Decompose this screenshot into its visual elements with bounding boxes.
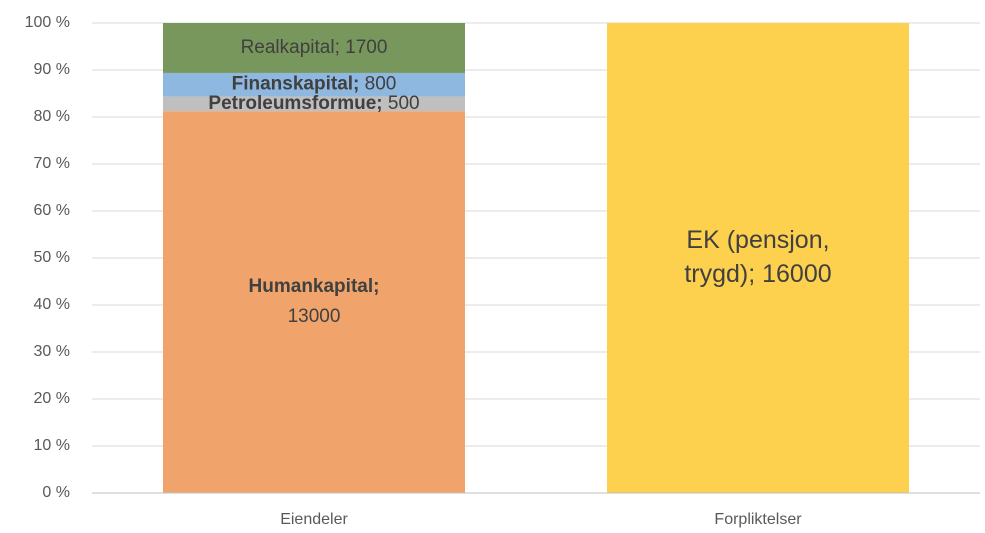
data-label: EK (pensjon, trygd); 16000 [684, 226, 831, 288]
bar-segment [163, 96, 465, 112]
bar-segment [163, 111, 465, 493]
label-part: trygd); 16000 [684, 260, 831, 288]
label-part: Humankapital; [249, 276, 380, 297]
bar-segment [163, 72, 465, 97]
bar-segment [163, 23, 465, 73]
data-label: Realkapital; 1700 [241, 37, 388, 58]
y-tick-label: 90 % [34, 61, 70, 78]
label-part: EK (pensjon, [686, 226, 829, 254]
y-tick-label: 30 % [34, 343, 70, 360]
y-tick-label: 40 % [34, 296, 70, 313]
label-part: Petroleumsformue; [208, 93, 382, 114]
y-tick-label: 80 % [34, 108, 70, 125]
data-label: Petroleumsformue; 500 [208, 93, 419, 114]
data-label: Finanskapital; 800 [232, 74, 397, 95]
y-tick-label: 10 % [34, 437, 70, 454]
label-part: Finanskapital; [232, 74, 360, 95]
label-part: 800 [359, 74, 396, 95]
data-label: Humankapital; 13000 [249, 276, 380, 327]
y-tick-label: 20 % [34, 390, 70, 407]
y-tick-label: 100 % [25, 14, 70, 31]
x-tick-label: Forpliktelser [714, 511, 802, 528]
label-part: 13000 [288, 306, 341, 327]
label-part: 500 [383, 93, 420, 114]
y-tick-label: 70 % [34, 155, 70, 172]
bar-segment [607, 23, 909, 493]
y-tick-label: 50 % [34, 249, 70, 266]
x-tick-label: Eiendeler [280, 511, 348, 528]
label-part: Realkapital; 1700 [241, 37, 388, 58]
y-tick-label: 60 % [34, 202, 70, 219]
y-tick-label: 0 % [42, 484, 70, 501]
